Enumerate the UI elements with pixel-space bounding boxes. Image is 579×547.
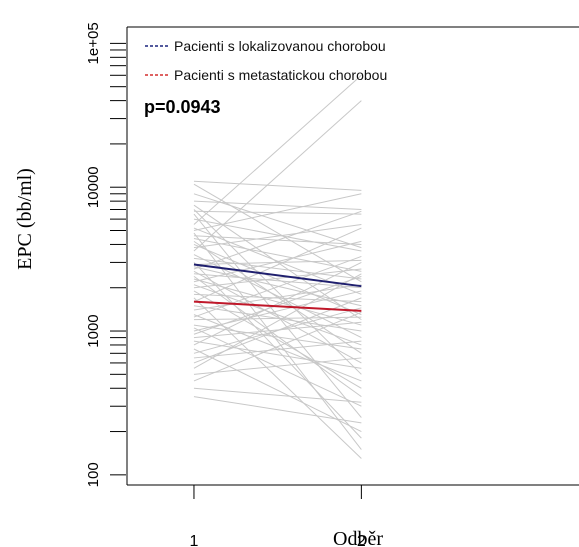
x-tick-label: 1: [190, 533, 199, 547]
patient-line: [193, 180, 362, 191]
patient-line: [193, 243, 362, 316]
patient-line: [193, 255, 362, 318]
legend: Pacienti s lokalizovanou chorobou Pacien…: [145, 38, 387, 83]
y-tick-label: 1e+05: [85, 22, 102, 64]
patient-line: [193, 273, 362, 369]
patient-line: [193, 314, 362, 382]
x-tick-label: 2: [357, 533, 366, 547]
y-tick-label: 1000: [85, 314, 102, 347]
patient-line: [193, 387, 362, 403]
patient-line: [193, 240, 362, 283]
plot-frame: [126, 26, 579, 486]
patient-line: [193, 100, 362, 252]
patient-line: [193, 259, 362, 266]
patient-line: [193, 311, 362, 382]
patient-line: [193, 324, 362, 350]
x-axis-label: Odběr: [333, 528, 383, 547]
y-tick-label: 10000: [85, 166, 102, 208]
y-axis-label: EPC (bb/ml): [14, 168, 36, 270]
patient-line: [193, 273, 362, 289]
mean-line-localized: [193, 263, 362, 288]
patient-line: [193, 357, 362, 375]
patient-line: [193, 262, 362, 439]
patient-line: [193, 224, 362, 249]
patient-line: [193, 213, 362, 418]
p-value-annotation: p=0.0943: [144, 97, 221, 117]
patient-line: [193, 340, 362, 359]
legend-label-metastatic: Pacienti s metastatickou chorobou: [174, 67, 387, 83]
patient-line: [193, 266, 362, 307]
patient-line: [193, 348, 362, 433]
patient-line: [193, 268, 362, 289]
patient-line: [193, 200, 362, 210]
patient-line: [193, 261, 362, 346]
patient-line: [193, 396, 362, 424]
group-mean-lines: [193, 263, 362, 312]
patient-line: [193, 284, 362, 346]
patient-line: [193, 275, 362, 398]
patient-line: [193, 275, 362, 335]
patient-line: [193, 210, 362, 270]
patient-line: [193, 327, 362, 407]
patient-line: [193, 284, 362, 311]
y-tick-label: 100: [85, 462, 102, 487]
y-axis: 100 1000 10000 1e+05: [85, 22, 126, 487]
mean-line-metastatic: [193, 300, 362, 312]
legend-label-localized: Pacienti s lokalizovanou chorobou: [174, 38, 386, 54]
patient-line: [193, 74, 362, 225]
patient-line: [193, 257, 362, 280]
individual-patient-lines: [193, 74, 362, 459]
patient-line: [193, 293, 362, 303]
patient-line: [193, 316, 362, 321]
patient-line: [193, 227, 362, 303]
patient-line: [193, 193, 362, 231]
patient-line: [193, 210, 362, 215]
